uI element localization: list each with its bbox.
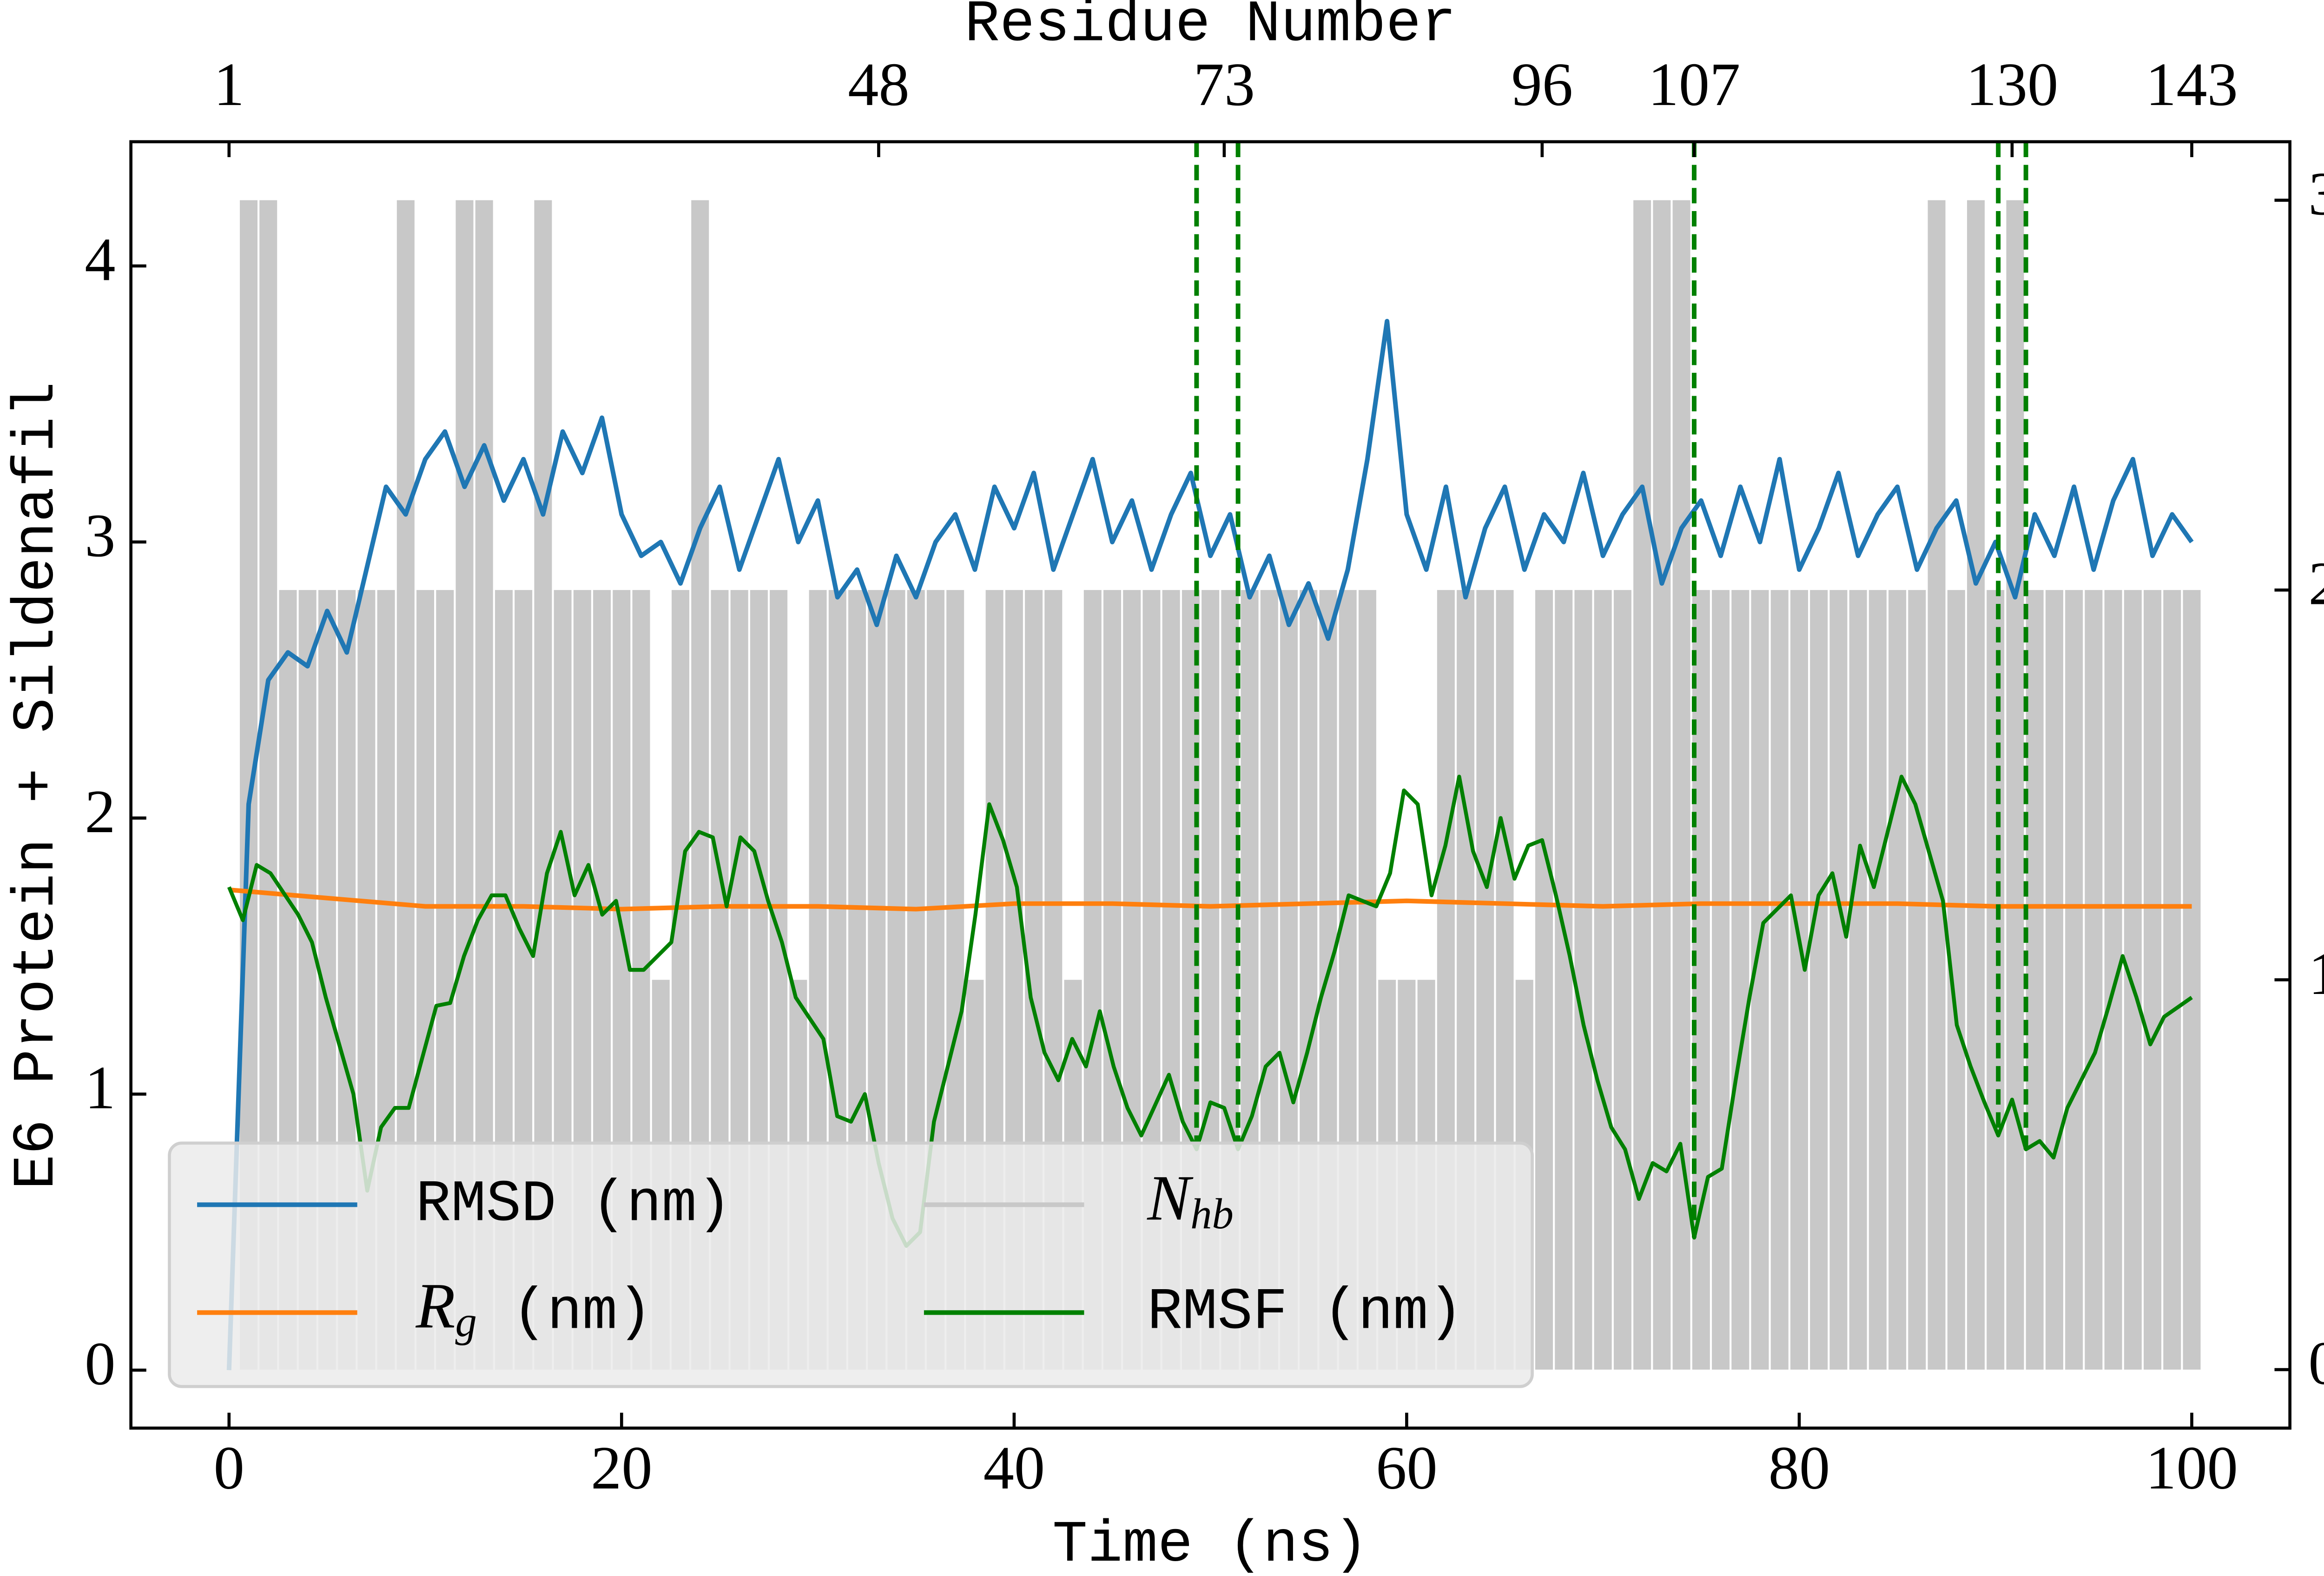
xticks-label: 60 [1376,1434,1438,1502]
hbond-bar [1829,590,1848,1370]
series-line [229,887,2192,912]
x2ticks-label: 143 [2146,50,2238,119]
y2ticks-label: 3 [2308,159,2324,228]
y2ticks-label: 0 [2308,1329,2324,1397]
hbond-bar [1672,200,1690,1370]
hbond-bar [1967,200,1985,1370]
hbond-bar [1790,590,1808,1370]
x2ticks-label: 48 [848,50,910,119]
hbond-bar [2085,590,2103,1370]
hbond-bar [1908,590,1926,1370]
hbond-bar [1613,590,1631,1370]
x2ticks-label: 96 [1512,50,1573,119]
y-axis-label: E6 Protein + Sildenafil [4,382,70,1190]
hbond-bar [2144,590,2162,1370]
hbond-bar [1810,590,1828,1370]
hbond-bar [2026,590,2044,1370]
x-axis-label: Time (ns) [1052,1512,1368,1576]
x2ticks-label: 73 [1194,50,1255,119]
axes-frame [129,140,2291,1430]
series-line [226,318,2194,1371]
hbond-bar [1770,590,1789,1370]
xticks-label: 20 [591,1434,653,1502]
hbond-bar [1535,590,1553,1370]
xticks-label: 40 [984,1434,1045,1502]
hbond-bar [2163,590,2181,1370]
hbond-bar [1888,590,1907,1370]
hbond-bar [1849,590,1867,1370]
hbond-bar [1987,590,2005,1370]
hbond-bar [1731,590,1750,1370]
xticks-label: 100 [2146,1434,2238,1502]
xticks-label: 0 [214,1434,244,1502]
hbond-bar [2045,590,2063,1370]
hbond-bar [2124,590,2142,1370]
yticks-label: 2 [85,777,115,846]
legend-label: Rg (nm) [416,1270,653,1346]
y2ticks-label: 1 [2308,939,2324,1007]
xticks-label: 80 [1769,1434,1830,1502]
yticks-label: 3 [85,501,115,569]
hbond-bar [1868,590,1887,1370]
yticks-label: 1 [85,1053,115,1122]
x2-axis-label: Residue Number [964,0,1456,58]
y2ticks-label: 2 [2308,550,2324,618]
hbond-bar [2006,200,2024,1370]
x2ticks-label: 1 [214,50,244,119]
legend-label: Nhb [1146,1162,1234,1238]
yticks-label: 4 [85,225,115,293]
legend-label: RMSD (nm) [416,1172,732,1238]
hbond-bar [1594,590,1612,1370]
hbond-bar [1653,200,1671,1370]
series-line [227,775,2193,1248]
x2ticks-label: 107 [1648,50,1741,119]
hbond-bar [2065,590,2083,1370]
hbond-bar [1574,590,1592,1370]
legend-label: RMSF (nm) [1147,1279,1463,1346]
legend: RMSD (nm) Rg (nm) Nhb RMSF (nm) [168,1141,1534,1388]
hbond-bar [1555,590,1573,1370]
hbond-bar [2183,590,2201,1370]
yticks-label: 0 [85,1330,115,1398]
hbond-bar [2104,590,2122,1370]
legend-box [168,1141,1534,1388]
hbond-bar [1712,590,1730,1370]
x2ticks-label: 130 [1966,50,2059,119]
hbond-bar [1928,200,1946,1370]
